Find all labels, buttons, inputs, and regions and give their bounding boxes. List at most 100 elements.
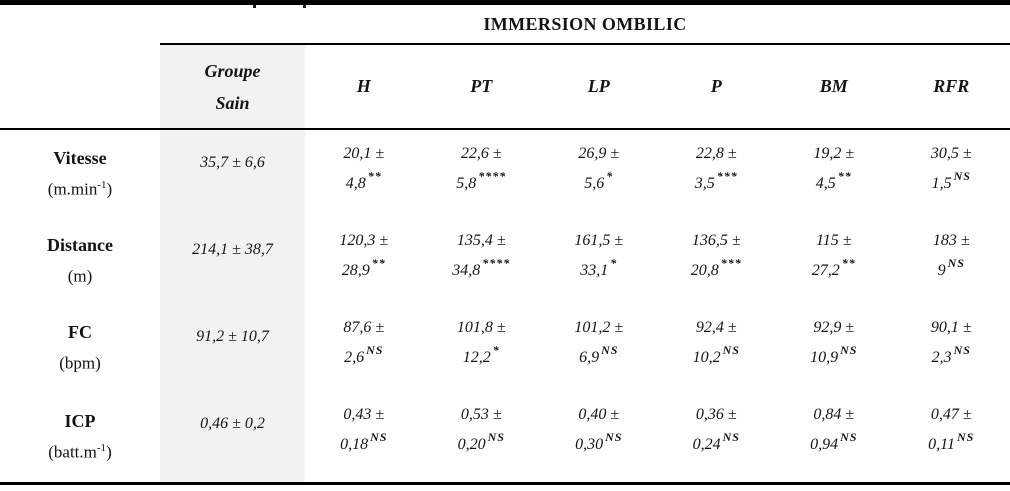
column-header-p: P [657,45,775,130]
unit-suffix: ) [106,442,112,462]
row-label-vitesse: Vitesse (m.min-1) [0,130,160,217]
corner-cell [0,45,160,130]
value-cell: 136,5 ± 20,8 *** [658,217,776,304]
significance-marker: *** [716,168,738,183]
unit-prefix: (batt.m [48,442,97,462]
significance-marker: NS [605,429,623,444]
value-line2: 33,1 [580,262,609,279]
column-header-bm: BM [775,45,893,130]
column-header-h: H [305,45,423,130]
value-line1: 115 ± [815,232,852,249]
value-line2: 34,8 [452,262,481,279]
value-cell: 22,6 ± 5,8 **** [423,130,541,217]
value-line1: 19,2 ± [813,145,855,162]
significance-marker: ** [371,255,386,270]
value-cell: 101,2 ± 6,9 NS [540,304,658,391]
group-header-line2: Sain [215,92,250,113]
significance-marker: ** [841,255,856,270]
value-line2: 0,30 [575,436,604,453]
value-line2: 3,5 [694,175,715,192]
cropped-caption-underline [0,0,1010,2]
significance-marker: NS [840,429,858,444]
groupe-sain-value: 0,46 ± 0,2 [160,391,305,482]
value-cell: 0,53 ± 0,20 NS [423,391,541,482]
row-label-fc: FC (bpm) [0,304,160,391]
value-cell: 0,36 ± 0,24 NS [658,391,776,482]
value-line1: 92,4 ± [695,319,737,336]
value-cell: 0,40 ± 0,30 NS [540,391,658,482]
value-line1: 183 ± [932,232,970,249]
value-line2: 2,3 [931,349,952,366]
value-cell: 87,6 ± 2,6 NS [305,304,423,391]
significance-marker: NS [840,342,858,357]
row-label-text: Vitesse [53,147,107,168]
significance-marker: NS [947,255,965,270]
value-cell: 0,47 ± 0,11 NS [893,391,1010,482]
significance-marker: NS [722,429,740,444]
row-unit: (batt.m-1) [48,442,111,463]
table-title: IMMERSION OMBILIC [160,5,1010,45]
significance-marker: NS [722,342,740,357]
value-cell: 26,9 ± 5,6 * [540,130,658,217]
value-line1: 120,3 ± [339,232,389,249]
row-label-text: ICP [64,410,96,431]
value-line2: 6,9 [579,349,600,366]
value-line2: 5,6 [584,175,605,192]
value-line1: 0,40 ± [578,406,620,423]
row-unit: (bpm) [59,353,101,374]
value-line1: 135,4 ± [456,232,506,249]
value-line2: 9 [937,262,946,279]
value-line2: 0,24 [692,436,721,453]
value-line2: 20,8 [690,262,719,279]
value-line2: 0,11 [928,436,955,453]
value-line2: 4,5 [815,175,836,192]
significance-marker: ** [367,168,382,183]
value-line2: 2,6 [344,349,365,366]
significance-marker: *** [720,255,742,270]
row-label-text: FC [68,321,92,342]
value-line1: 92,9 ± [813,319,855,336]
unit-suffix: ) [106,179,113,199]
value-line1: 0,53 ± [460,406,502,423]
value-line2: 10,9 [810,349,839,366]
groupe-sain-value: 214,1 ± 38,7 [160,217,305,304]
value-line1: 87,6 ± [343,319,385,336]
value-line1: 101,8 ± [456,319,506,336]
value-cell: 135,4 ± 34,8 **** [423,217,541,304]
value-cell: 183 ± 9 NS [893,217,1010,304]
significance-marker: NS [366,342,384,357]
row-label-text: Distance [47,234,113,255]
value-cell: 0,43 ± 0,18 NS [305,391,423,482]
value-line1: 0,84 ± [813,406,855,423]
value-line2: 5,8 [456,175,477,192]
value-line1: 0,43 ± [343,406,385,423]
value-cell: 120,3 ± 28,9 ** [305,217,423,304]
row-label-distance: Distance (m) [0,217,160,304]
title-spacer [0,5,160,45]
row-unit: (m) [68,266,93,287]
significance-marker: NS [953,168,971,183]
value-cell: 19,2 ± 4,5 ** [775,130,893,217]
value-line2: 28,9 [341,262,370,279]
value-cell: 161,5 ± 33,1 * [540,217,658,304]
groupe-sain-value: 35,7 ± 6,6 [160,130,305,217]
significance-marker: * [606,168,614,183]
value-cell: 90,1 ± 2,3 NS [893,304,1010,391]
value-line1: 90,1 ± [930,319,972,336]
value-cell: 115 ± 27,2 ** [775,217,893,304]
value-cell: 101,8 ± 12,2 * [423,304,541,391]
value-line2: 27,2 [811,262,840,279]
value-line2: 1,5 [931,175,952,192]
group-header-line1: Groupe [204,60,261,81]
significance-marker: * [492,342,500,357]
value-line1: 22,8 ± [695,145,737,162]
value-line1: 161,5 ± [574,232,624,249]
value-cell: 0,84 ± 0,94 NS [775,391,893,482]
value-cell: 22,8 ± 3,5 *** [658,130,776,217]
value-line2: 4,8 [345,175,366,192]
value-cell: 20,1 ± 4,8 ** [305,130,423,217]
column-header-rfr: RFR [892,45,1010,130]
value-cell: 92,9 ± 10,9 NS [775,304,893,391]
unit-exponent: -1 [96,441,107,454]
cropped-text-remnant [253,2,256,8]
